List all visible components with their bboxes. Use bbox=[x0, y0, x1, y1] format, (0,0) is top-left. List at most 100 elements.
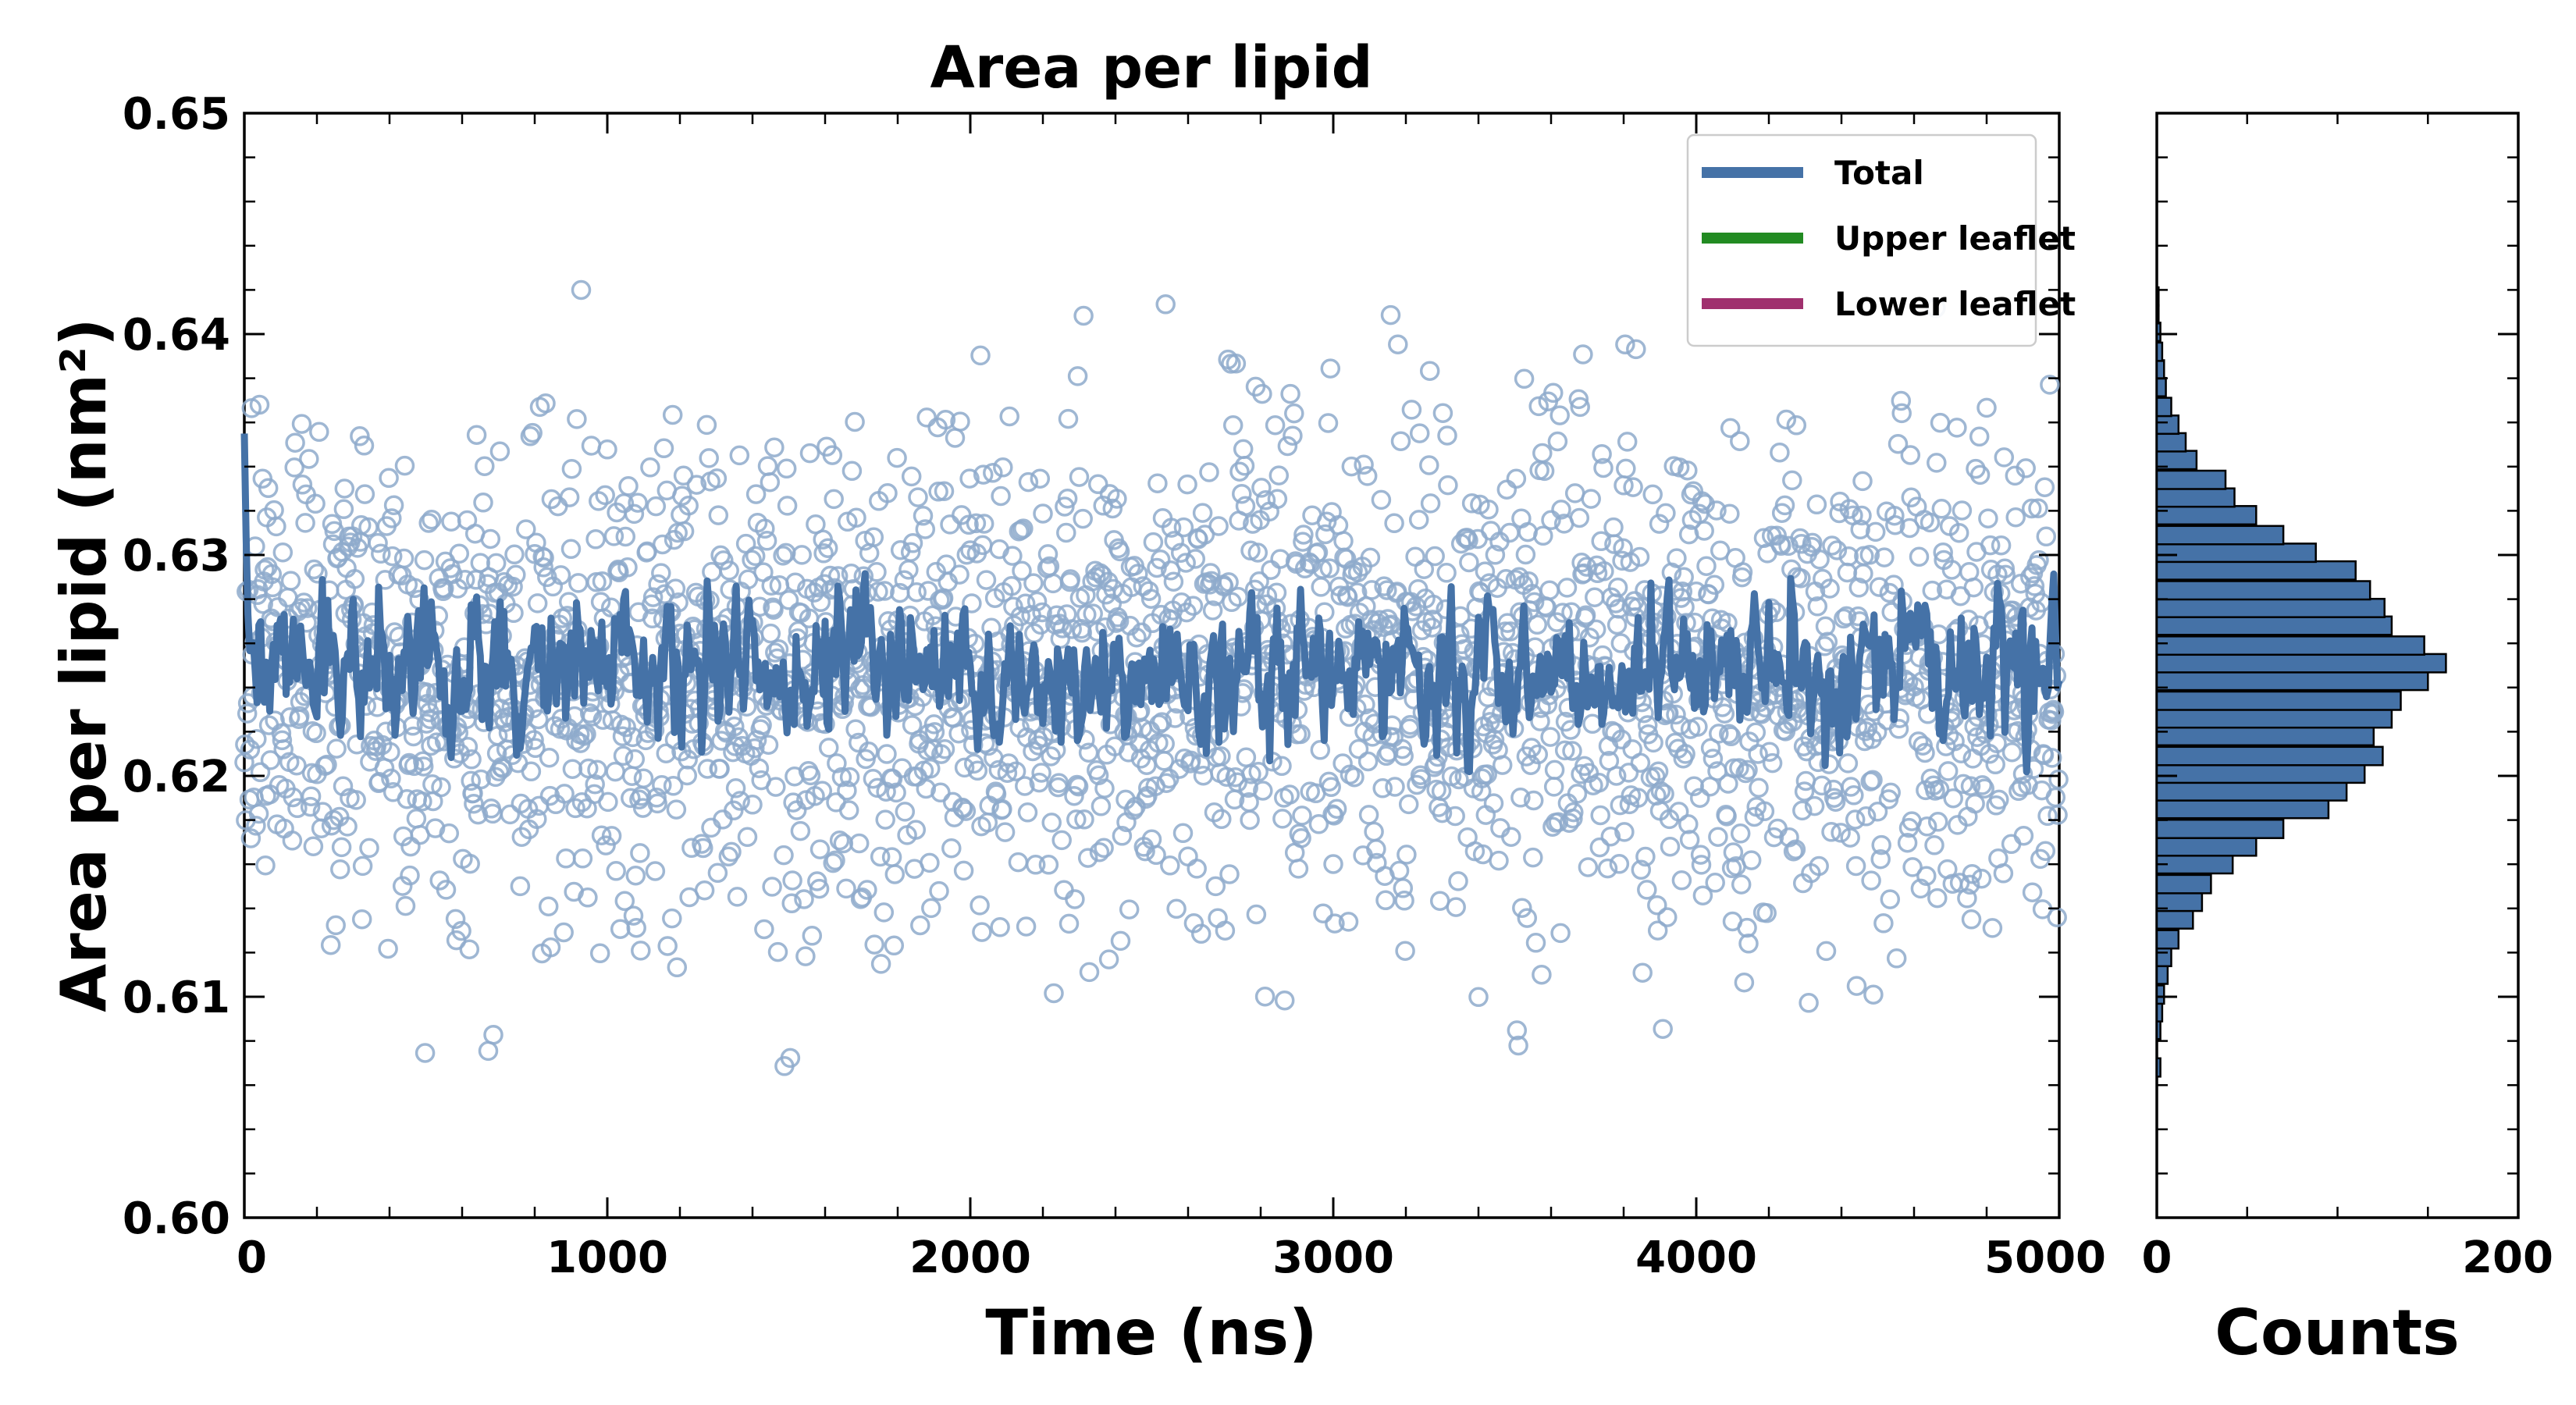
scatter-point bbox=[1194, 525, 1215, 545]
scatter-point bbox=[652, 534, 673, 555]
scatter-point bbox=[1569, 507, 1590, 528]
scatter-point bbox=[1060, 569, 1081, 589]
scatter-point bbox=[1597, 858, 1618, 879]
scatter-point bbox=[471, 769, 491, 790]
scatter-point bbox=[1171, 592, 1192, 613]
scatter-point bbox=[1360, 547, 1381, 568]
scatter-point bbox=[973, 514, 994, 534]
scatter-point bbox=[585, 529, 606, 550]
scatter-point bbox=[381, 768, 401, 789]
scatter-point bbox=[929, 880, 949, 902]
main-plot: Area per lipid 0.600.610.620.630.640.65 … bbox=[48, 34, 2106, 1369]
scatter-point bbox=[877, 744, 897, 764]
scatter-point bbox=[1232, 483, 1252, 504]
scatter-point bbox=[1033, 503, 1053, 524]
scatter-point bbox=[260, 750, 281, 770]
scatter-point bbox=[395, 895, 416, 916]
histogram-bar bbox=[2155, 947, 2172, 968]
scatter-point bbox=[282, 831, 303, 851]
scatter-point bbox=[1029, 772, 1050, 793]
scatter-point bbox=[1315, 602, 1335, 622]
scatter-point bbox=[1570, 397, 1590, 418]
histogram-bar bbox=[2155, 615, 2393, 636]
scatter-point bbox=[539, 747, 560, 768]
scatter-point bbox=[572, 848, 593, 869]
scatter-point bbox=[1668, 802, 1689, 822]
scatter-point bbox=[1554, 740, 1575, 761]
histogram-bar bbox=[2155, 763, 2366, 784]
scatter-point bbox=[628, 493, 648, 513]
scatter-point bbox=[1041, 746, 1061, 767]
scatter-point bbox=[1045, 740, 1066, 760]
legend-label-upper-leaflet: Upper leaflet bbox=[1834, 219, 2076, 258]
scatter-point bbox=[810, 592, 831, 613]
scatter-point bbox=[589, 943, 610, 964]
scatter-point bbox=[916, 778, 937, 799]
scatter-point bbox=[1532, 964, 1552, 985]
scatter-point bbox=[273, 739, 294, 759]
histogram-x-axis-label: Counts bbox=[2215, 1297, 2459, 1369]
scatter-point bbox=[589, 491, 609, 511]
scatter-point bbox=[1414, 559, 1435, 579]
scatter-point bbox=[1501, 827, 1521, 847]
scatter-point bbox=[415, 1043, 436, 1063]
scatter-point bbox=[1062, 619, 1082, 639]
scatter-point bbox=[1525, 933, 1546, 953]
scatter-point bbox=[582, 706, 603, 727]
scatter-point bbox=[699, 448, 719, 468]
scatter-point bbox=[1015, 776, 1035, 796]
scatter-point bbox=[1291, 827, 1311, 848]
scatter-point bbox=[1623, 477, 1643, 497]
scatter-point bbox=[781, 893, 802, 914]
scatter-point bbox=[1756, 903, 1777, 923]
scatter-point bbox=[894, 570, 915, 590]
scatter-point bbox=[1446, 897, 1466, 917]
scatter-point bbox=[1468, 987, 1489, 1008]
scatter-point bbox=[1408, 510, 1429, 530]
scatter-point bbox=[1215, 920, 1236, 941]
scatter-point bbox=[1400, 714, 1421, 735]
scatter-point bbox=[475, 456, 495, 476]
scatter-point bbox=[1051, 830, 1072, 851]
scatter-point bbox=[662, 404, 683, 425]
scatter-point bbox=[1719, 724, 1739, 745]
scatter-point bbox=[956, 544, 977, 565]
scatter-point bbox=[1068, 776, 1089, 797]
scatter-point bbox=[1002, 576, 1022, 596]
scatter-point bbox=[331, 837, 352, 858]
scatter-point bbox=[1172, 823, 1194, 844]
scatter-point bbox=[913, 506, 934, 526]
scatter-point bbox=[617, 557, 638, 578]
scatter-point bbox=[1341, 456, 1362, 477]
scatter-point bbox=[1044, 983, 1064, 1004]
scatter-point bbox=[603, 526, 624, 546]
scatter-point bbox=[1312, 559, 1332, 579]
scatter-point bbox=[1618, 763, 1639, 783]
scatter-point bbox=[459, 939, 480, 959]
scatter-point bbox=[953, 860, 974, 881]
scatter-point bbox=[308, 564, 328, 584]
scatter-point bbox=[383, 495, 404, 516]
scatter-point bbox=[1809, 855, 1829, 877]
scatter-point bbox=[280, 571, 301, 591]
scatter-point bbox=[1524, 592, 1545, 613]
scatter-point bbox=[800, 765, 821, 786]
scatter-point bbox=[1140, 589, 1162, 609]
scatter-point bbox=[412, 791, 432, 812]
scatter-point bbox=[393, 548, 415, 569]
scatter-point bbox=[246, 816, 266, 836]
scatter-point bbox=[1562, 741, 1582, 761]
scatter-point bbox=[1219, 572, 1239, 592]
scatter-point bbox=[652, 774, 672, 795]
scatter-point bbox=[553, 922, 574, 943]
scatter-point bbox=[752, 715, 772, 735]
scatter-point bbox=[831, 767, 852, 788]
x-tick-label: 0 bbox=[237, 1232, 267, 1283]
scatter-point bbox=[297, 598, 318, 618]
scatter-point bbox=[630, 843, 650, 863]
scatter-point bbox=[837, 781, 857, 801]
scatter-point bbox=[624, 749, 646, 770]
scatter-point bbox=[1567, 784, 1588, 804]
scatter-point bbox=[992, 799, 1012, 820]
scatter-point bbox=[1507, 1020, 1528, 1040]
